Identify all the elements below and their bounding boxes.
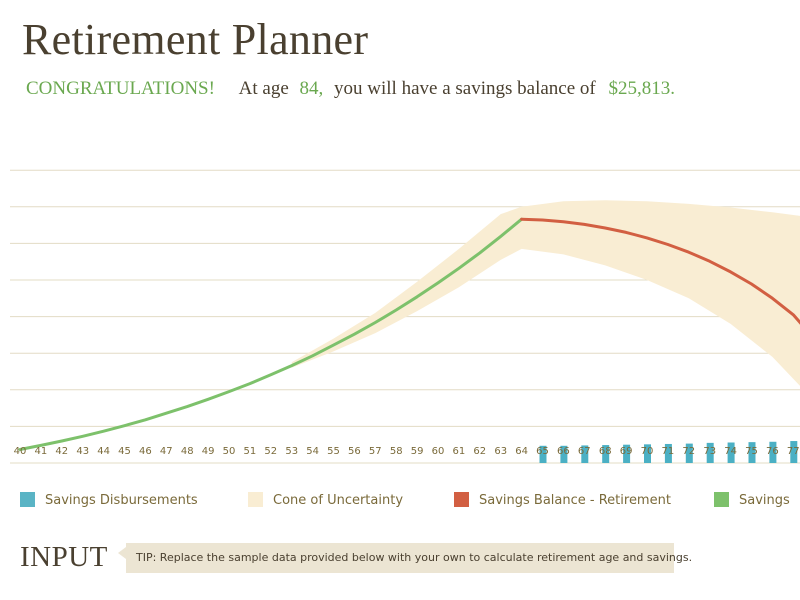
x-tick-label: 63 [494, 446, 507, 457]
x-tick-label: 67 [578, 446, 591, 457]
x-tick-label: 45 [118, 446, 131, 457]
x-tick-label: 57 [369, 446, 382, 457]
x-tick-label: 50 [223, 446, 236, 457]
legend-item-cone-of-uncertainty: Cone of Uncertainty [248, 492, 403, 509]
x-tick-label: 71 [662, 446, 675, 457]
disbursement-bar [644, 444, 651, 463]
legend-item-savings: Savings [714, 492, 790, 509]
disbursement-bar [748, 442, 756, 463]
disbursement-bar [727, 442, 735, 463]
disbursement-bar [560, 445, 568, 463]
x-tick-label: 74 [724, 446, 737, 457]
x-tick-label: 56 [348, 446, 361, 457]
retirement-line [520, 217, 800, 325]
disbursement-bar [664, 443, 672, 463]
savings-balance-text: you will have a savings balance of [334, 78, 596, 99]
legend-label: Cone of Uncertainty [273, 493, 404, 508]
x-tick-label: 73 [703, 446, 716, 457]
chart-legend: Savings Disbursements Cone of Uncertaint… [0, 492, 800, 510]
x-tick-label: 75 [745, 446, 758, 457]
input-heading: INPUT [20, 541, 108, 573]
disbursement-bar [685, 443, 693, 463]
x-tick-label: 54 [306, 446, 319, 457]
x-tick-label: 48 [181, 446, 194, 457]
summary-line: CONGRATULATIONS! At age 84, you will hav… [26, 76, 675, 102]
retirement-age-value: 84, [299, 78, 324, 99]
legend-label: Savings Balance - Retirement [479, 493, 671, 508]
congratulations-text: CONGRATULATIONS! [26, 78, 215, 99]
x-tick-label: 64 [515, 446, 528, 457]
x-tick-label: 55 [327, 446, 340, 457]
x-tick-label: 42 [55, 446, 68, 457]
cone-of-uncertainty-area [291, 200, 800, 386]
retirement-chart: 40 41 42 43 44 45 46 47 48 49 50 51 52 53 54 55 56 57 58 59… [10, 169, 800, 464]
disbursement-bar [539, 445, 547, 463]
disbursement-bar [581, 445, 589, 463]
x-tick-label: 60 [432, 446, 445, 457]
x-tick-label: 43 [76, 446, 89, 457]
x-tick-label: 44 [97, 446, 110, 457]
legend-item-savings-disbursements: Savings Disbursements [20, 492, 198, 509]
x-tick-label: 66 [557, 446, 570, 457]
legend-swatch-retirement [454, 492, 469, 507]
disbursement-bar [602, 445, 610, 463]
x-tick-label: 69 [620, 446, 633, 457]
x-tick-label: 72 [682, 446, 695, 457]
savings-line [18, 217, 524, 451]
legend-label: Savings Disbursements [45, 493, 198, 508]
x-tick-label: 52 [264, 446, 277, 457]
tip-callout: TIP: Replace the sample data provided be… [118, 543, 692, 573]
x-tick-label: 58 [390, 446, 403, 457]
x-tick-label: 77 [787, 446, 800, 457]
x-tick-label: 68 [599, 446, 612, 457]
x-tick-label: 61 [453, 446, 466, 457]
disbursement-bar [790, 441, 798, 463]
x-tick-label: 76 [766, 446, 779, 457]
x-tick-label: 62 [473, 446, 486, 457]
x-tick-label: 40 [14, 446, 27, 457]
x-tick-label: 59 [411, 446, 424, 457]
disbursement-bar [706, 442, 714, 463]
x-tick-label: 41 [35, 446, 48, 457]
x-tick-label: 70 [641, 446, 654, 457]
legend-swatch-savings [714, 492, 729, 507]
x-tick-label: 65 [536, 446, 549, 457]
x-tick-label: 53 [285, 446, 298, 457]
at-age-text: At age [238, 78, 289, 99]
x-tick-label: 46 [139, 446, 152, 457]
x-tick-label: 49 [202, 446, 215, 457]
savings-balance-value: $25,813. [608, 78, 675, 99]
x-tick-label: 47 [160, 446, 173, 457]
disbursement-bar [623, 444, 631, 463]
page-title: Retirement Planner [22, 15, 369, 64]
legend-swatch-cone [248, 492, 263, 507]
legend-item-savings-balance-retirement: Savings Balance - Retirement [454, 492, 671, 509]
disbursement-bar [769, 441, 777, 463]
legend-swatch-disbursements [20, 492, 35, 507]
x-tick-label: 51 [244, 446, 257, 457]
legend-label: Savings [739, 493, 790, 508]
